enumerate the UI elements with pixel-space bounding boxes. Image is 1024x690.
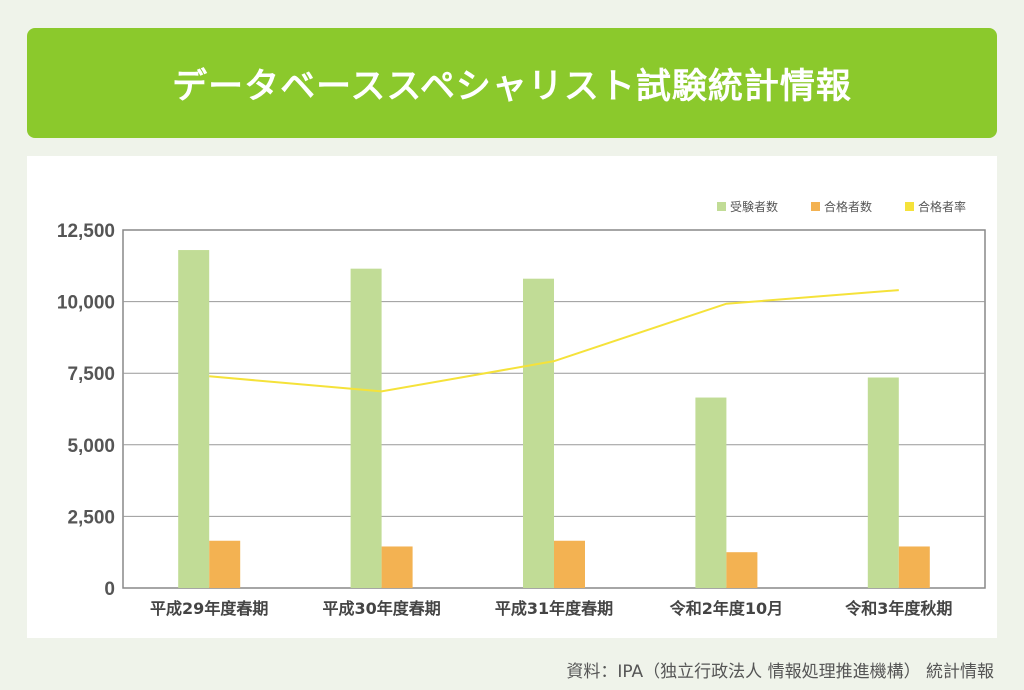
bar-passers (726, 552, 758, 588)
legend-label: 合格者率 (918, 199, 966, 214)
bar-passers (898, 546, 930, 588)
x-category-label: 令和2年度10月 (669, 599, 783, 618)
bar-applicants (178, 250, 210, 588)
source-note: 資料：IPA（独立行政法人 情報処理推進機構） 統計情報 (566, 662, 994, 682)
bar-passers (381, 546, 413, 588)
bar-applicants (523, 278, 554, 588)
chart-panel: 0 2,500 5,000 7,500 10,000 12,500 平成29年度春期 平成30… (27, 156, 997, 638)
bar-applicants (350, 268, 382, 588)
y-tick-label: 12,500 (57, 221, 115, 242)
x-category-label: 平成29年度春期 (150, 599, 268, 618)
bar-passers (209, 540, 241, 588)
legend-swatch (717, 202, 726, 211)
bar-applicants (867, 377, 899, 588)
legend-label: 合格者数 (824, 199, 872, 214)
y-tick-label: 2,500 (67, 507, 115, 528)
legend-swatch (811, 202, 820, 211)
x-category-label: 平成31年度春期 (495, 599, 613, 618)
bar-applicants (695, 397, 727, 588)
title-banner: データベーススペシャリスト試験統計情報 (27, 28, 997, 138)
y-tick-label: 7,500 (67, 364, 115, 385)
y-tick-label: 10,000 (57, 293, 115, 314)
legend-swatch (905, 202, 914, 211)
chart: 0 2,500 5,000 7,500 10,000 12,500 平成29年度春期 平成30… (57, 199, 986, 618)
bar-passers (554, 540, 585, 588)
y-tick-label: 0 (104, 579, 115, 600)
x-category-label: 令和3年度秋期 (844, 599, 952, 618)
legend-label: 受験者数 (730, 199, 778, 214)
y-tick-label: 5,000 (67, 436, 115, 457)
rate-line (209, 289, 899, 393)
page-title: データベーススペシャリスト試験統計情報 (172, 66, 852, 107)
x-category-label: 平成30年度春期 (322, 599, 440, 618)
